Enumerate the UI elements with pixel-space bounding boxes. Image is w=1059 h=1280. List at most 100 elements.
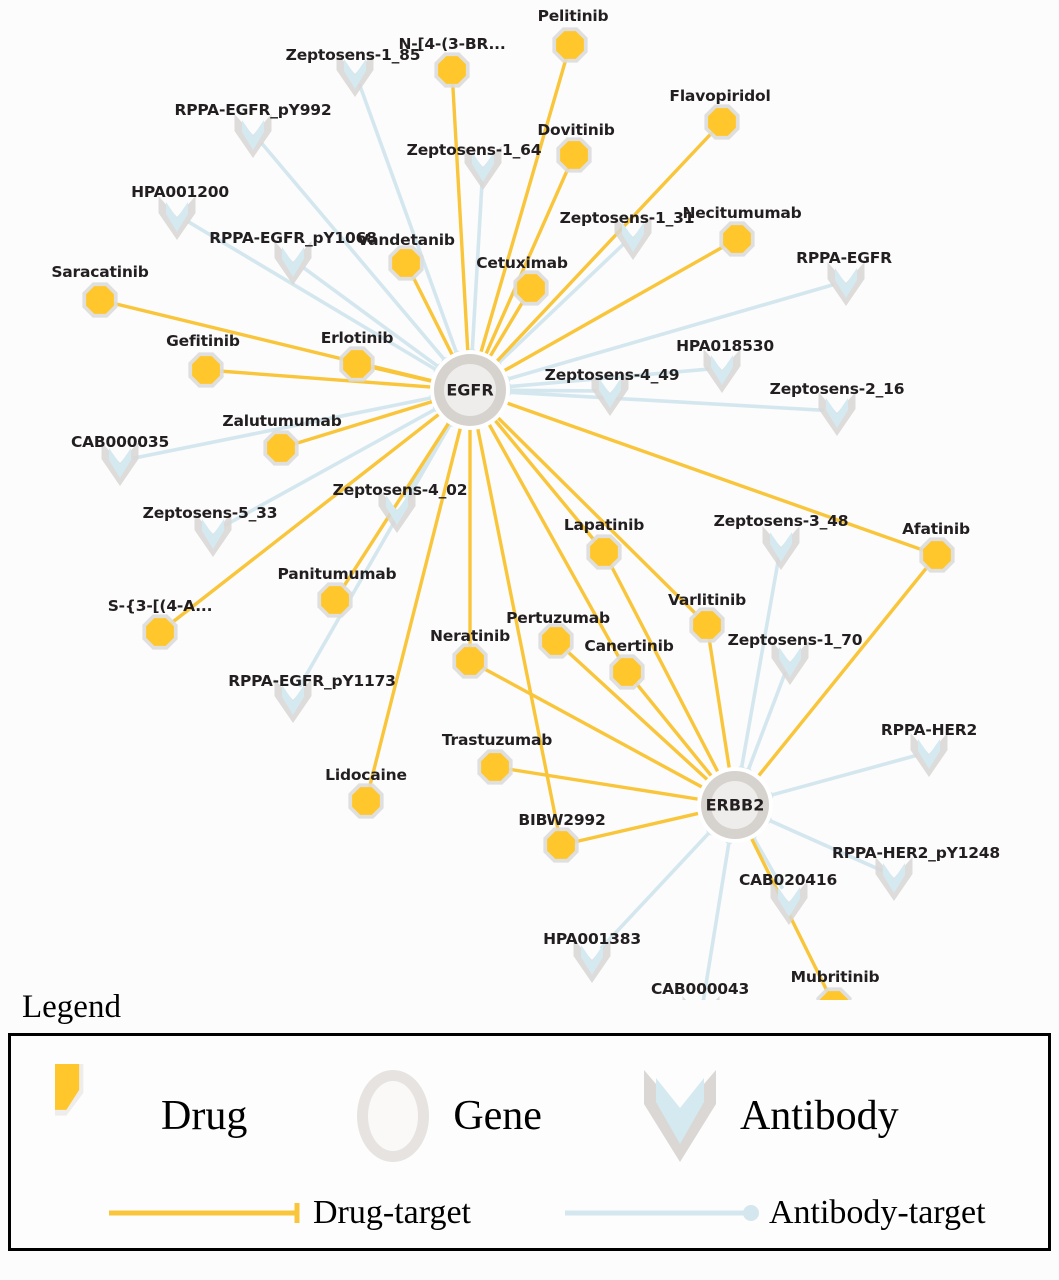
antibody-target-edge[interactable] (768, 753, 917, 798)
antibody-target-edge[interactable] (506, 388, 598, 393)
antibody-target-edge[interactable] (495, 242, 625, 366)
drug-node[interactable] (543, 827, 579, 863)
drug-target-edge[interactable] (495, 414, 699, 618)
drug-target-edge[interactable] (367, 425, 463, 789)
antibody-target-edge[interactable] (260, 141, 448, 363)
antibody-target-edge[interactable] (297, 421, 454, 688)
drug-target-edge[interactable] (707, 637, 732, 771)
drug-target-edge[interactable] (292, 399, 436, 446)
antibody-node[interactable] (378, 489, 416, 533)
drug-node[interactable] (434, 52, 470, 88)
drug-target-edge[interactable] (487, 298, 526, 360)
drug-node-core (481, 753, 509, 781)
drug-node[interactable] (538, 623, 574, 659)
antibody-node[interactable] (910, 733, 948, 777)
antibody-node[interactable] (158, 196, 196, 240)
drug-target-edge[interactable] (564, 648, 711, 783)
drug-node[interactable] (348, 783, 384, 819)
drug-node-core (556, 31, 584, 59)
drug-node[interactable] (919, 537, 955, 573)
drug-node[interactable] (689, 607, 725, 643)
antibody-target-edge[interactable] (766, 817, 883, 873)
antibody-node[interactable] (827, 262, 865, 306)
drug-target-edge[interactable] (501, 243, 727, 374)
antibody-target-edge[interactable] (302, 266, 442, 370)
drug-target-edge[interactable] (504, 400, 926, 553)
antibody-target-edge[interactable] (506, 367, 710, 389)
antibody-target-edge[interactable] (357, 83, 460, 356)
drug-node[interactable] (339, 346, 375, 382)
antibody-node[interactable] (274, 679, 312, 723)
drug-node-core (820, 991, 848, 1000)
antibody-target-edge[interactable] (504, 282, 835, 382)
antibody-target-edge[interactable] (470, 177, 485, 354)
drug-target-edge[interactable] (573, 811, 702, 844)
legend-label-drug-target: Drug-target (313, 1193, 471, 1231)
drug-node[interactable] (513, 270, 549, 306)
drug-target-edge[interactable] (494, 130, 715, 365)
drug-target-edge[interactable] (478, 57, 569, 355)
drug-node[interactable] (556, 137, 592, 173)
drug-target-edge[interactable] (340, 420, 452, 591)
drug-node[interactable] (263, 430, 299, 466)
drug-node-core (560, 141, 588, 169)
antibody-node[interactable] (573, 939, 611, 983)
drug-target-edge[interactable] (218, 369, 434, 389)
drug-node[interactable] (704, 104, 740, 140)
drug-target-edge[interactable] (507, 767, 701, 802)
network-canvas[interactable] (0, 0, 1059, 1000)
drug-target-edge[interactable] (608, 562, 721, 775)
antibody-node[interactable] (703, 349, 741, 393)
antibody-node[interactable] (818, 392, 856, 436)
antibody-node[interactable] (875, 857, 913, 901)
antibody-target-edge[interactable] (132, 395, 435, 461)
antibody-target-edge[interactable] (506, 390, 825, 413)
drug-target-edge[interactable] (169, 411, 442, 626)
drug-node[interactable] (142, 614, 178, 650)
drug-target-edge[interactable] (451, 82, 470, 354)
antibody-node[interactable] (591, 372, 629, 416)
antibody-node[interactable] (274, 241, 312, 285)
drug-target-edge[interactable] (492, 417, 598, 544)
antibody-node[interactable] (101, 442, 139, 486)
antibody-node-core (770, 532, 792, 562)
antibody-node[interactable] (234, 114, 272, 158)
drug-node[interactable] (452, 643, 488, 679)
drug-node[interactable] (609, 654, 645, 690)
drug-node[interactable] (388, 245, 424, 281)
antibody-target-edge[interactable] (223, 406, 439, 528)
antibody-target-edge[interactable] (745, 671, 788, 773)
drug-node[interactable] (188, 352, 224, 388)
drug-node[interactable] (816, 987, 852, 1000)
drug-node[interactable] (317, 582, 353, 618)
antibody-node[interactable] (770, 881, 808, 925)
drug-node[interactable] (82, 282, 118, 318)
drug-node[interactable] (477, 749, 513, 785)
antibody-target-edge[interactable] (739, 557, 781, 771)
drug-target-edge[interactable] (410, 273, 455, 358)
antibody-node[interactable] (336, 53, 374, 97)
antibody-target-edge[interactable] (187, 220, 440, 373)
drug-target-edge[interactable] (369, 365, 435, 384)
antibody-target-edge[interactable] (701, 839, 732, 1000)
drug-node[interactable] (552, 27, 588, 63)
drug-target-edge[interactable] (633, 681, 715, 779)
gene-node-core (711, 781, 759, 829)
antibody-node[interactable] (614, 216, 652, 260)
drug-target-edge[interactable] (755, 564, 931, 779)
antibody-target-edge[interactable] (750, 834, 785, 890)
antibody-node[interactable] (464, 146, 502, 190)
gene-node[interactable] (697, 767, 773, 843)
gene-node[interactable] (430, 350, 510, 430)
drug-node[interactable] (586, 534, 622, 570)
antibody-node[interactable] (762, 526, 800, 570)
drug-target-edge[interactable] (475, 425, 561, 833)
drug-node[interactable] (719, 221, 755, 257)
drug-target-edge[interactable] (483, 166, 571, 357)
drug-target-edge[interactable] (480, 665, 706, 790)
antibody-node[interactable] (771, 641, 809, 685)
antibody-target-edge[interactable] (599, 829, 713, 950)
antibody-node[interactable] (194, 513, 232, 557)
drug-node-core (517, 274, 545, 302)
drug-target-edge[interactable] (486, 421, 623, 662)
